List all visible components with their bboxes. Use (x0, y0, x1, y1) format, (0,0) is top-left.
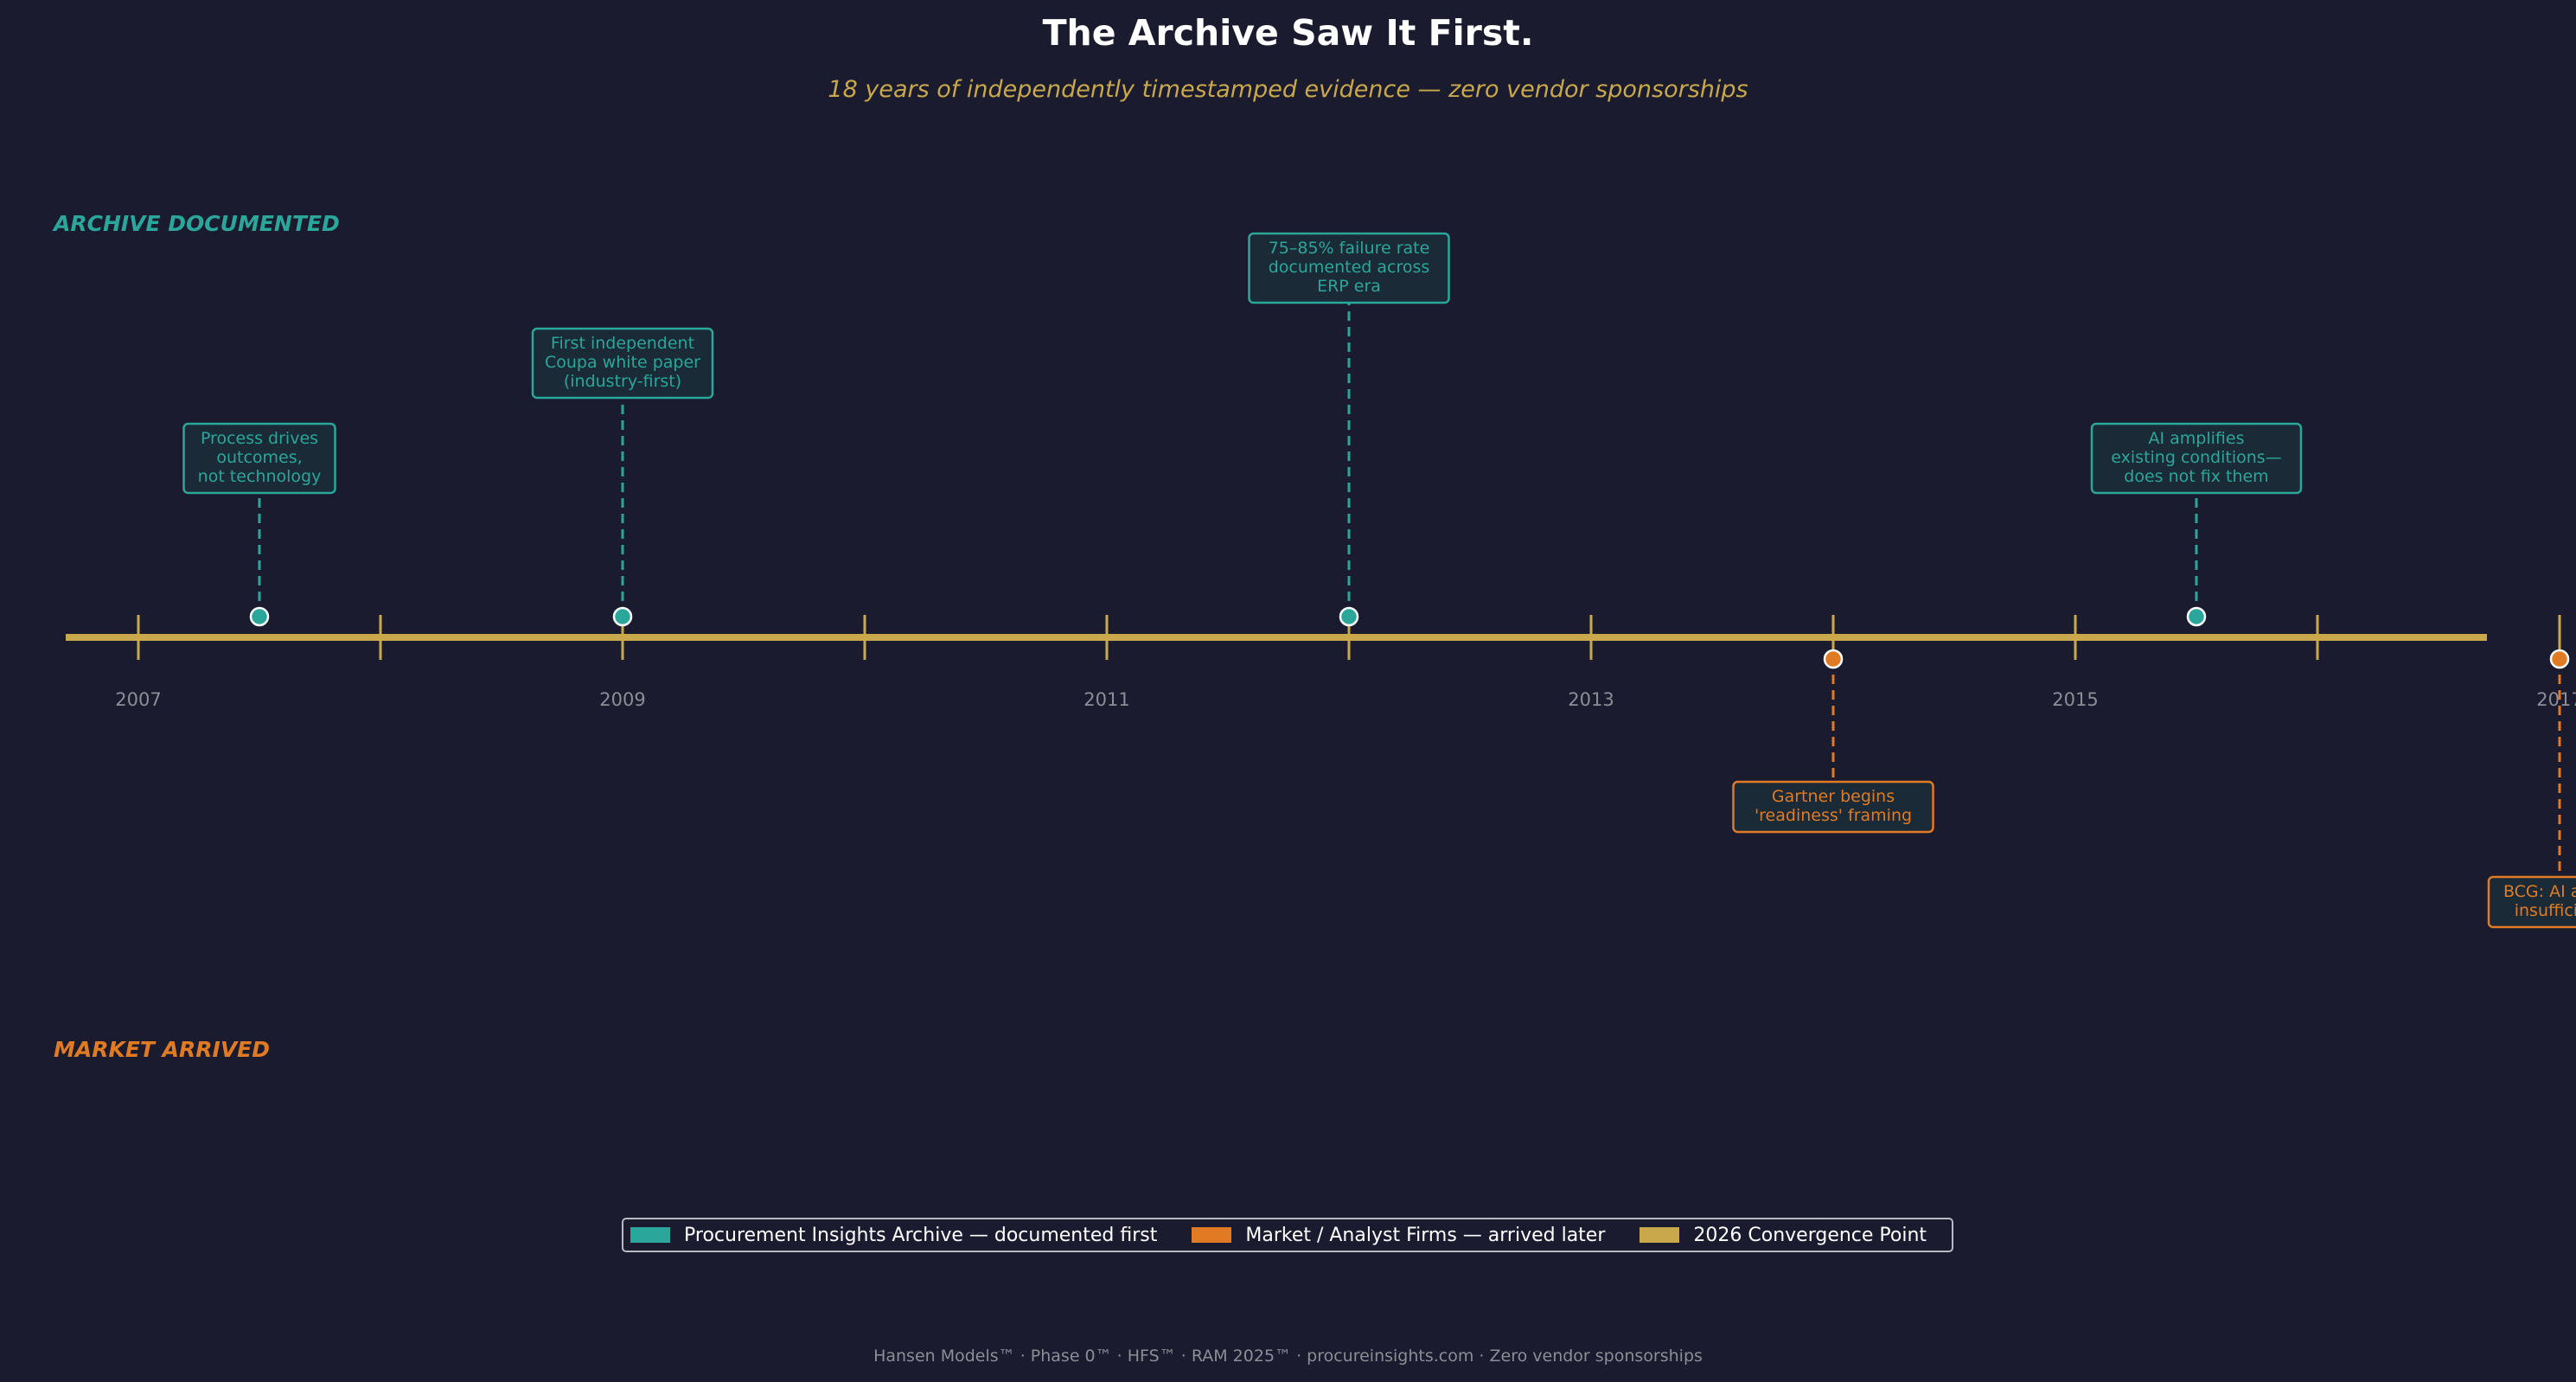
archive-event-label-line: documented across (1269, 258, 1430, 277)
legend-swatch-market (1192, 1227, 1232, 1243)
archive-event-label: First independent Coupa white paper (indus… (545, 334, 700, 391)
market-event-box (2487, 875, 2576, 929)
archive-event-marker (249, 606, 270, 627)
legend-label-archive: Procurement Insights Archive — documente… (684, 1224, 1158, 1246)
archive-event-box (182, 422, 336, 495)
market-event-label-line: 'readiness' framing (1755, 806, 1912, 825)
archive-event-box (531, 327, 714, 400)
archive-event-label-line: ERP era (1317, 277, 1381, 296)
legend: Procurement Insights Archive — documente… (622, 1218, 1953, 1252)
archive-event-label-line: Process drives (201, 429, 318, 448)
archive-event-label-line: Coupa white paper (545, 353, 700, 372)
archive-event-marker (1339, 606, 1359, 627)
archive-event-box (2090, 422, 2303, 495)
archive-event-label-line: outcomes, (216, 448, 302, 467)
legend-swatch-archive (630, 1227, 670, 1243)
archive-event-label: AI amplifies existing conditions— does not… (2111, 429, 2281, 486)
chart-subtitle: 18 years of independently timestamped ev… (828, 76, 1748, 103)
archive-event-label-line: 75–85% failure rate (1269, 239, 1430, 258)
footer: Hansen Models™ · Phase 0™ · HFS™ · RAM 2… (873, 1347, 1703, 1366)
year-label-2013: 2013 (1568, 689, 1614, 710)
year-label-2009: 2009 (599, 689, 645, 710)
legend-swatch-convergence (1640, 1227, 1680, 1243)
market-event-label: BCG: AI aloneinsufficient (2503, 882, 2576, 920)
archive-event-label-line: First independent (551, 334, 694, 353)
market-event-box (1732, 780, 1934, 834)
legend-label-convergence: 2026 Convergence Point (1693, 1224, 1927, 1246)
archive-event-box (1248, 232, 1450, 304)
market-event-marker (2549, 649, 2570, 669)
archive-event-marker (2186, 606, 2207, 627)
archive-event-label: Process drives outcomes, not technology (198, 429, 322, 486)
archive-event-label-line: does not fix them (2124, 467, 2268, 486)
lane-label-market: MARKET ARRIVED (54, 1037, 271, 1062)
archive-event-label: 75–85% failure rate documented across ERP … (1269, 239, 1430, 296)
archive-event-label-line: not technology (198, 467, 322, 486)
lane-label-archive: ARCHIVE DOCUMENTED (54, 211, 340, 236)
market-event-label-line: BCG: AI alone (2503, 882, 2576, 901)
legend-item-market: Market / Analyst Firms — arrived later (1192, 1225, 1605, 1246)
market-event-label-line: Gartner begins (1772, 787, 1895, 806)
market-event-label-line: insufficient (2515, 901, 2576, 920)
market-event-marker (1823, 649, 1844, 669)
archive-event-label-line: (industry-first) (564, 372, 681, 391)
archive-event-label-line: existing conditions— (2111, 448, 2281, 467)
year-label-2007: 2007 (115, 689, 161, 710)
legend-item-convergence: 2026 Convergence Point (1640, 1225, 1927, 1246)
year-label-2011: 2011 (1083, 689, 1129, 710)
archive-event-marker (612, 606, 633, 627)
market-event-label: Gartner begins'readiness' framing (1755, 787, 1912, 825)
year-label-2017: 2017 (2536, 689, 2576, 710)
chart-title: The Archive Saw It First. (1042, 12, 1534, 54)
legend-item-archive: Procurement Insights Archive — documente… (630, 1225, 1157, 1246)
legend-label-market: Market / Analyst Firms — arrived later (1245, 1224, 1606, 1246)
archive-event-label-line: AI amplifies (2149, 429, 2245, 448)
year-label-2015: 2015 (2052, 689, 2098, 710)
